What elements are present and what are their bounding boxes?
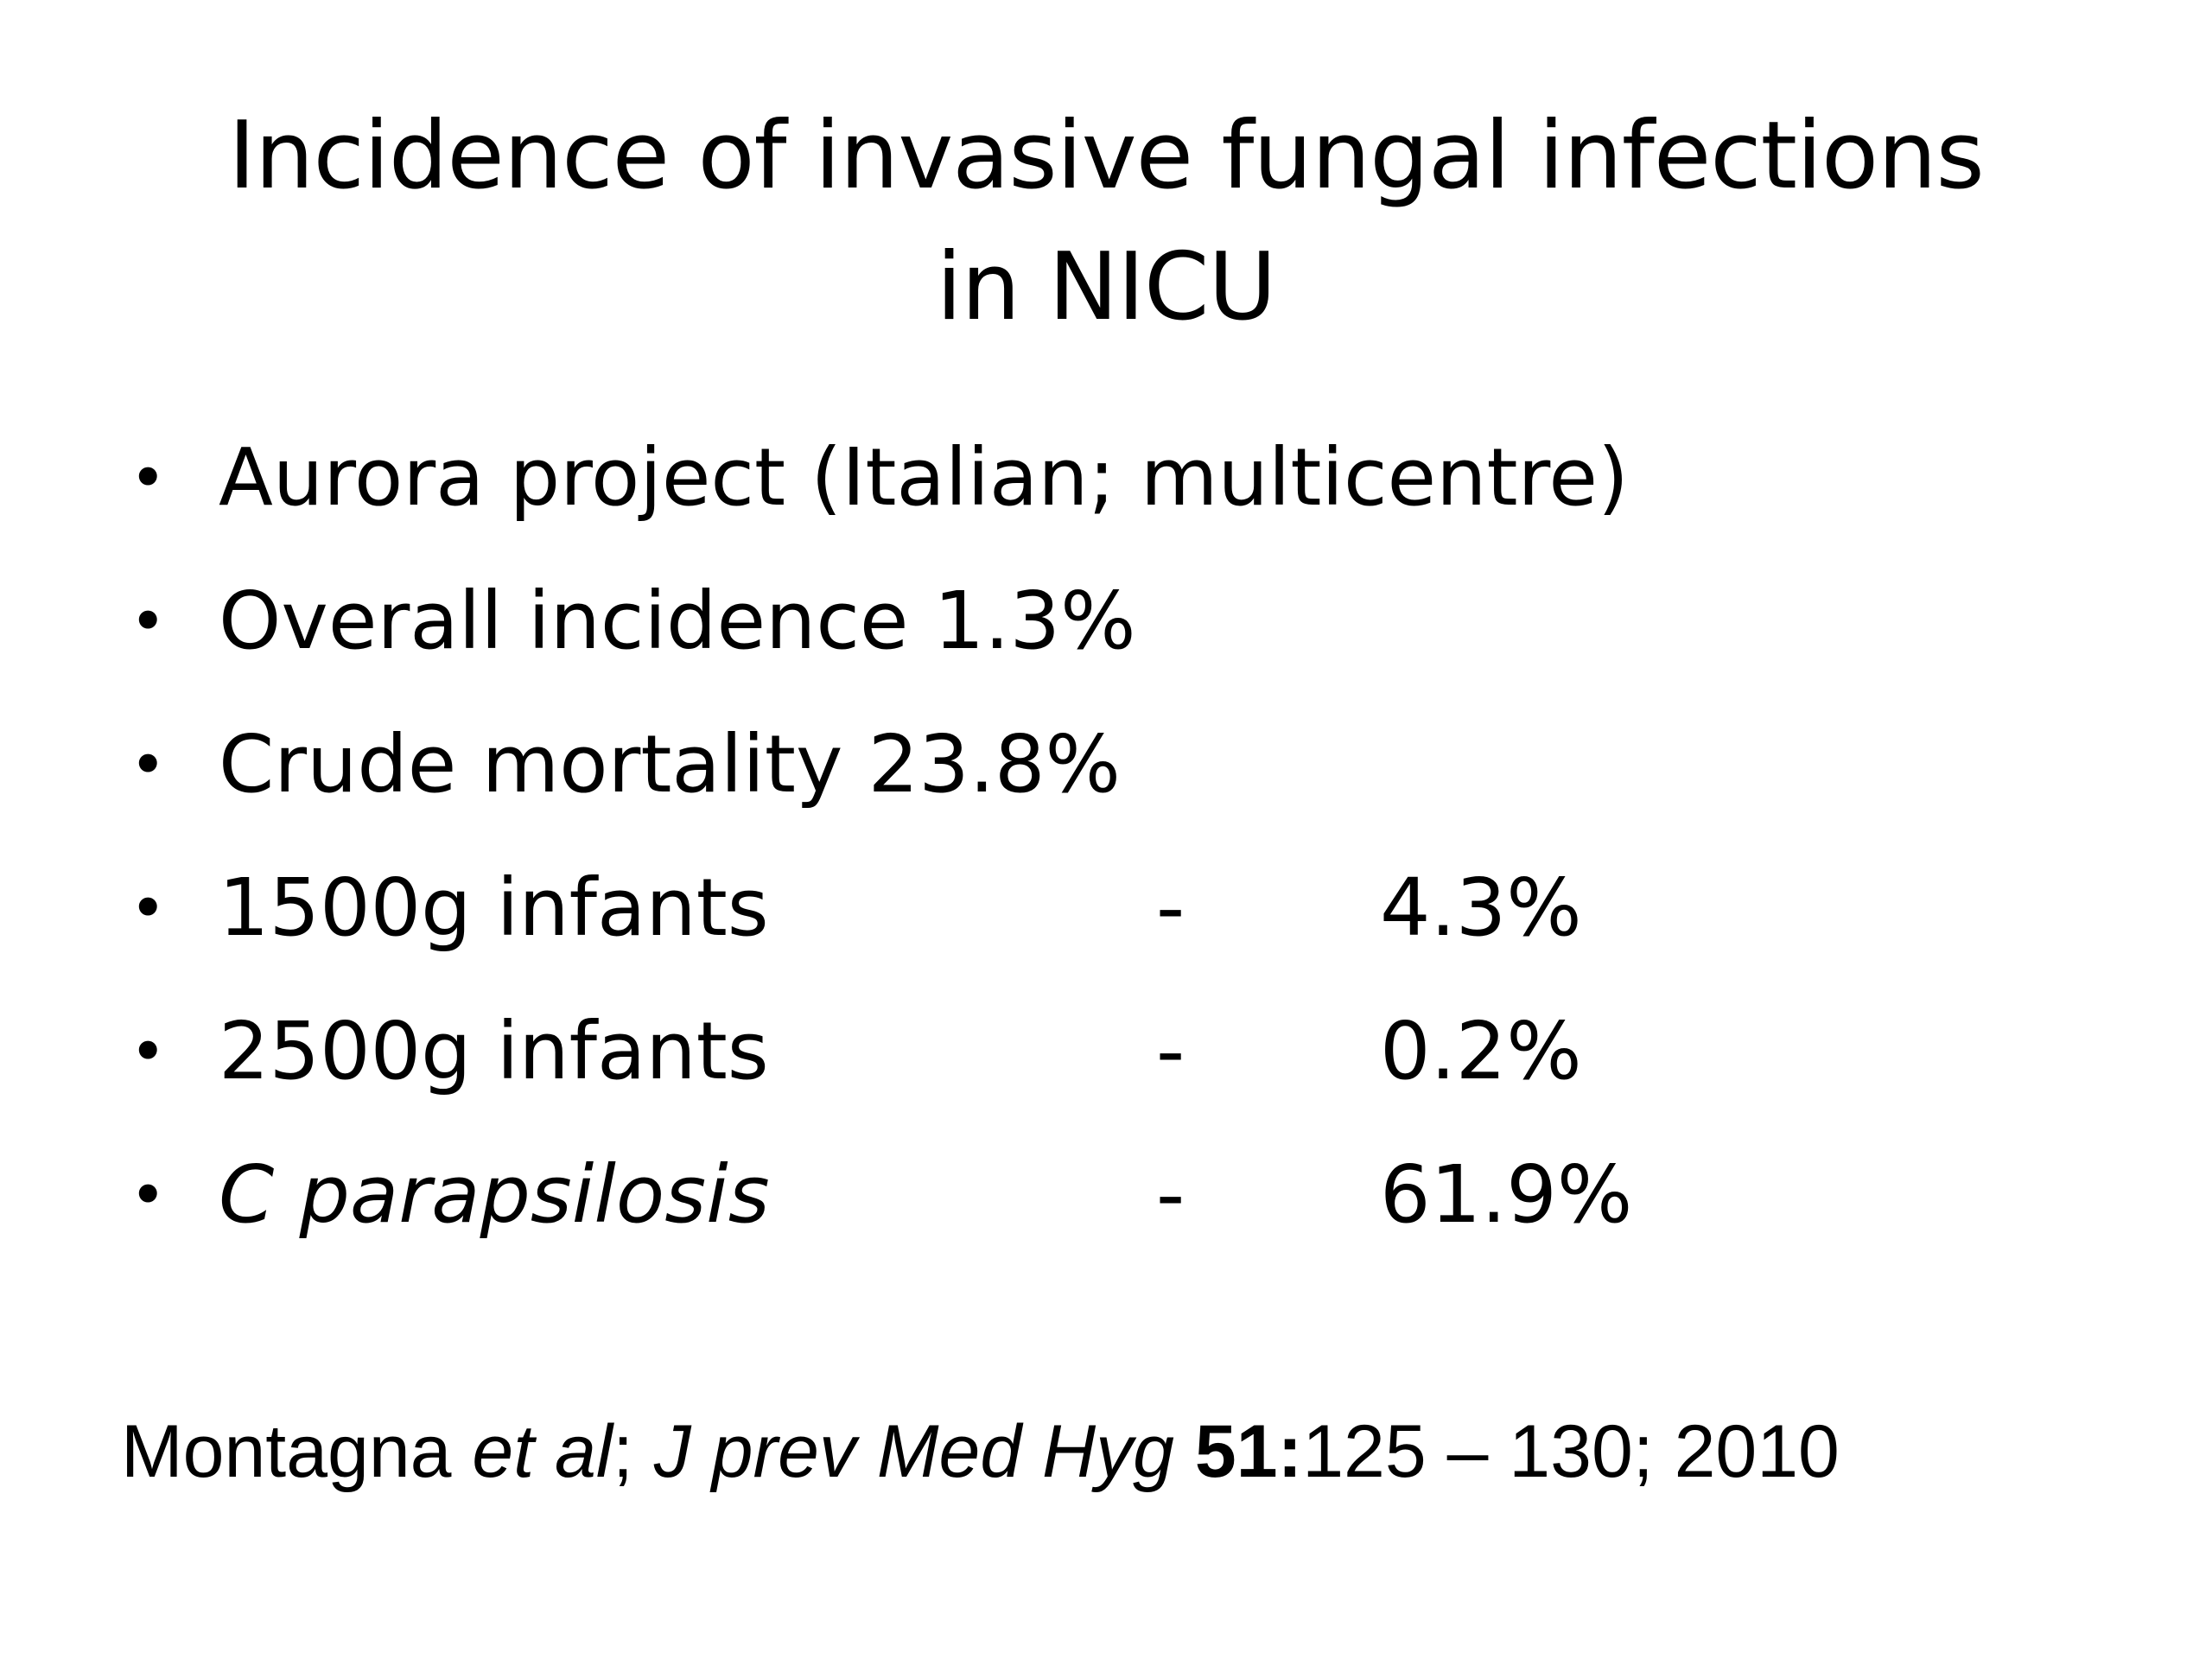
bullet-item: • C parapsilosis - 61.9% bbox=[130, 1123, 2031, 1267]
bullet-label: Crude mortality 23.8% bbox=[219, 718, 1121, 810]
bullet-item: • Crude mortality 23.8% bbox=[130, 693, 2031, 836]
bullet-icon: • bbox=[130, 872, 167, 944]
bullet-icon: • bbox=[130, 1015, 167, 1088]
citation: Montagna et al; J prev Med Hyg 51:125 – … bbox=[121, 1404, 1840, 1499]
bullet-item: • 1500g infants - 4.3% bbox=[130, 836, 2031, 980]
bullet-icon: • bbox=[130, 728, 167, 801]
bullet-item: • Aurora project (Italian; multicentre) bbox=[130, 406, 2031, 550]
citation-etal: et al bbox=[472, 1410, 613, 1493]
bullet-label: C parapsilosis bbox=[219, 1148, 770, 1241]
bullet-value: 4.3% bbox=[1380, 861, 1582, 954]
bullet-label: 2500g infants bbox=[219, 1005, 769, 1097]
bullet-item: • 2500g infants - 0.2% bbox=[130, 980, 2031, 1123]
bullet-icon: • bbox=[130, 585, 167, 658]
bullet-label: Aurora project (Italian; multicentre) bbox=[219, 431, 1629, 524]
citation-pages-year: 125 – 130; 2010 bbox=[1302, 1410, 1840, 1493]
slide-title: Incidence of invasive fungal infections … bbox=[228, 102, 1985, 341]
bullet-value: 61.9% bbox=[1380, 1148, 1633, 1241]
bullet-icon: • bbox=[130, 1159, 167, 1231]
bullet-dash: - bbox=[1156, 861, 1185, 954]
citation-separator: ; bbox=[612, 1410, 654, 1493]
bullet-label: 1500g infants bbox=[219, 861, 769, 954]
bullet-dash: - bbox=[1156, 1005, 1185, 1097]
bullet-item: • Overall incidence 1.3% bbox=[130, 550, 2031, 693]
bullet-icon: • bbox=[130, 442, 167, 514]
citation-author: Montagna bbox=[121, 1410, 473, 1493]
citation-journal: J prev Med Hyg bbox=[653, 1410, 1174, 1493]
bullet-dash: - bbox=[1156, 1148, 1185, 1241]
citation-space bbox=[1174, 1410, 1195, 1493]
citation-volume: 51: bbox=[1194, 1410, 1303, 1493]
bullet-label: Overall incidence 1.3% bbox=[219, 575, 1136, 667]
bullet-list: • Aurora project (Italian; multicentre) … bbox=[130, 406, 2031, 1267]
bullet-value: 0.2% bbox=[1380, 1005, 1582, 1097]
